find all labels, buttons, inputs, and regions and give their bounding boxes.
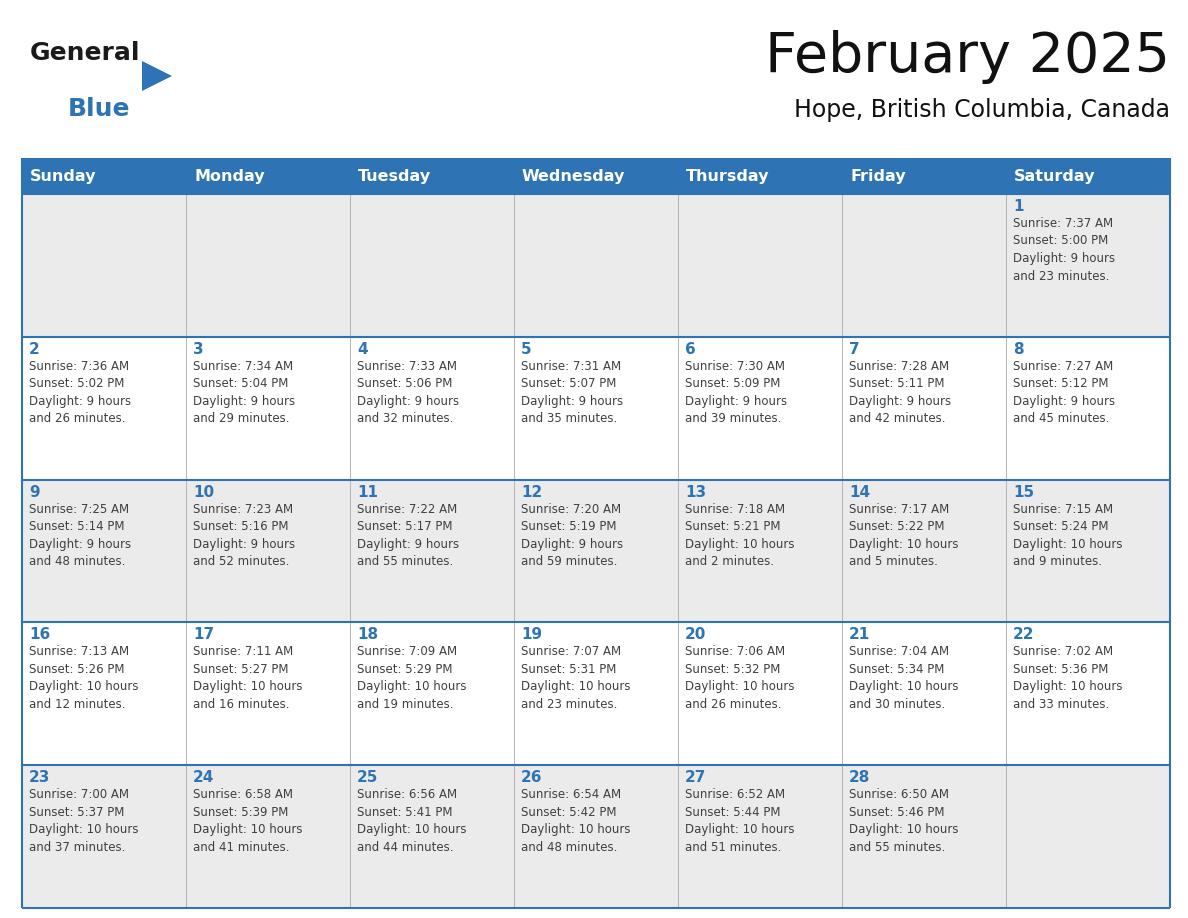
Text: Sunrise: 6:50 AM
Sunset: 5:46 PM
Daylight: 10 hours
and 55 minutes.: Sunrise: 6:50 AM Sunset: 5:46 PM Dayligh… (849, 789, 959, 854)
Text: 8: 8 (1013, 341, 1024, 357)
Text: Sunrise: 7:30 AM
Sunset: 5:09 PM
Daylight: 9 hours
and 39 minutes.: Sunrise: 7:30 AM Sunset: 5:09 PM Dayligh… (685, 360, 788, 425)
Text: Sunrise: 7:02 AM
Sunset: 5:36 PM
Daylight: 10 hours
and 33 minutes.: Sunrise: 7:02 AM Sunset: 5:36 PM Dayligh… (1013, 645, 1123, 711)
Text: Sunrise: 7:28 AM
Sunset: 5:11 PM
Daylight: 9 hours
and 42 minutes.: Sunrise: 7:28 AM Sunset: 5:11 PM Dayligh… (849, 360, 952, 425)
Text: 20: 20 (685, 627, 707, 643)
Text: 28: 28 (849, 770, 871, 785)
Text: Sunrise: 7:22 AM
Sunset: 5:17 PM
Daylight: 9 hours
and 55 minutes.: Sunrise: 7:22 AM Sunset: 5:17 PM Dayligh… (358, 502, 459, 568)
Text: Sunrise: 7:27 AM
Sunset: 5:12 PM
Daylight: 9 hours
and 45 minutes.: Sunrise: 7:27 AM Sunset: 5:12 PM Dayligh… (1013, 360, 1116, 425)
Text: Sunrise: 7:06 AM
Sunset: 5:32 PM
Daylight: 10 hours
and 26 minutes.: Sunrise: 7:06 AM Sunset: 5:32 PM Dayligh… (685, 645, 795, 711)
Text: 2: 2 (29, 341, 39, 357)
Text: Sunrise: 7:11 AM
Sunset: 5:27 PM
Daylight: 10 hours
and 16 minutes.: Sunrise: 7:11 AM Sunset: 5:27 PM Dayligh… (192, 645, 303, 711)
Text: 11: 11 (358, 485, 378, 499)
Text: 15: 15 (1013, 485, 1034, 499)
Text: 23: 23 (29, 770, 50, 785)
Text: 26: 26 (522, 770, 543, 785)
Text: 25: 25 (358, 770, 378, 785)
Text: 16: 16 (29, 627, 50, 643)
Text: 18: 18 (358, 627, 378, 643)
Text: Saturday: Saturday (1015, 169, 1095, 184)
Text: Thursday: Thursday (685, 169, 770, 184)
Text: Sunday: Sunday (30, 169, 96, 184)
Polygon shape (143, 61, 172, 91)
Text: 13: 13 (685, 485, 706, 499)
Text: Wednesday: Wednesday (522, 169, 625, 184)
Text: 12: 12 (522, 485, 542, 499)
Text: Sunrise: 7:33 AM
Sunset: 5:06 PM
Daylight: 9 hours
and 32 minutes.: Sunrise: 7:33 AM Sunset: 5:06 PM Dayligh… (358, 360, 459, 425)
Text: 1: 1 (1013, 199, 1024, 214)
Text: Sunrise: 6:52 AM
Sunset: 5:44 PM
Daylight: 10 hours
and 51 minutes.: Sunrise: 6:52 AM Sunset: 5:44 PM Dayligh… (685, 789, 795, 854)
Text: Sunrise: 6:54 AM
Sunset: 5:42 PM
Daylight: 10 hours
and 48 minutes.: Sunrise: 6:54 AM Sunset: 5:42 PM Dayligh… (522, 789, 631, 854)
Text: Sunrise: 6:58 AM
Sunset: 5:39 PM
Daylight: 10 hours
and 41 minutes.: Sunrise: 6:58 AM Sunset: 5:39 PM Dayligh… (192, 789, 303, 854)
Text: 14: 14 (849, 485, 870, 499)
Text: Sunrise: 7:37 AM
Sunset: 5:00 PM
Daylight: 9 hours
and 23 minutes.: Sunrise: 7:37 AM Sunset: 5:00 PM Dayligh… (1013, 217, 1116, 283)
Text: Blue: Blue (68, 97, 131, 121)
Text: Sunrise: 7:31 AM
Sunset: 5:07 PM
Daylight: 9 hours
and 35 minutes.: Sunrise: 7:31 AM Sunset: 5:07 PM Dayligh… (522, 360, 624, 425)
Text: Sunrise: 6:56 AM
Sunset: 5:41 PM
Daylight: 10 hours
and 44 minutes.: Sunrise: 6:56 AM Sunset: 5:41 PM Dayligh… (358, 789, 467, 854)
Text: 6: 6 (685, 341, 696, 357)
Text: Sunrise: 7:09 AM
Sunset: 5:29 PM
Daylight: 10 hours
and 19 minutes.: Sunrise: 7:09 AM Sunset: 5:29 PM Dayligh… (358, 645, 467, 711)
Text: Sunrise: 7:04 AM
Sunset: 5:34 PM
Daylight: 10 hours
and 30 minutes.: Sunrise: 7:04 AM Sunset: 5:34 PM Dayligh… (849, 645, 959, 711)
Text: 10: 10 (192, 485, 214, 499)
Text: Sunrise: 7:17 AM
Sunset: 5:22 PM
Daylight: 10 hours
and 5 minutes.: Sunrise: 7:17 AM Sunset: 5:22 PM Dayligh… (849, 502, 959, 568)
Text: Sunrise: 7:34 AM
Sunset: 5:04 PM
Daylight: 9 hours
and 29 minutes.: Sunrise: 7:34 AM Sunset: 5:04 PM Dayligh… (192, 360, 295, 425)
Text: 4: 4 (358, 341, 367, 357)
Text: Sunrise: 7:25 AM
Sunset: 5:14 PM
Daylight: 9 hours
and 48 minutes.: Sunrise: 7:25 AM Sunset: 5:14 PM Dayligh… (29, 502, 131, 568)
Text: February 2025: February 2025 (765, 30, 1170, 84)
Text: 7: 7 (849, 341, 860, 357)
Text: Tuesday: Tuesday (358, 169, 431, 184)
Text: Monday: Monday (194, 169, 265, 184)
Text: 5: 5 (522, 341, 531, 357)
Text: Hope, British Columbia, Canada: Hope, British Columbia, Canada (794, 98, 1170, 122)
Text: 21: 21 (849, 627, 871, 643)
Text: Sunrise: 7:00 AM
Sunset: 5:37 PM
Daylight: 10 hours
and 37 minutes.: Sunrise: 7:00 AM Sunset: 5:37 PM Dayligh… (29, 789, 139, 854)
Text: 9: 9 (29, 485, 39, 499)
Bar (23, 158, 1170, 194)
Text: 3: 3 (192, 341, 203, 357)
Bar (23, 479, 1170, 622)
Text: 22: 22 (1013, 627, 1035, 643)
Text: Sunrise: 7:36 AM
Sunset: 5:02 PM
Daylight: 9 hours
and 26 minutes.: Sunrise: 7:36 AM Sunset: 5:02 PM Dayligh… (29, 360, 131, 425)
Bar (23, 337, 1170, 479)
Text: Sunrise: 7:23 AM
Sunset: 5:16 PM
Daylight: 9 hours
and 52 minutes.: Sunrise: 7:23 AM Sunset: 5:16 PM Dayligh… (192, 502, 295, 568)
Text: General: General (30, 41, 140, 65)
Text: Sunrise: 7:07 AM
Sunset: 5:31 PM
Daylight: 10 hours
and 23 minutes.: Sunrise: 7:07 AM Sunset: 5:31 PM Dayligh… (522, 645, 631, 711)
Text: Sunrise: 7:13 AM
Sunset: 5:26 PM
Daylight: 10 hours
and 12 minutes.: Sunrise: 7:13 AM Sunset: 5:26 PM Dayligh… (29, 645, 139, 711)
Bar (23, 194, 1170, 337)
Text: Sunrise: 7:15 AM
Sunset: 5:24 PM
Daylight: 10 hours
and 9 minutes.: Sunrise: 7:15 AM Sunset: 5:24 PM Dayligh… (1013, 502, 1123, 568)
Text: 17: 17 (192, 627, 214, 643)
Text: 19: 19 (522, 627, 542, 643)
Bar (23, 766, 1170, 908)
Text: Sunrise: 7:20 AM
Sunset: 5:19 PM
Daylight: 9 hours
and 59 minutes.: Sunrise: 7:20 AM Sunset: 5:19 PM Dayligh… (522, 502, 624, 568)
Text: 24: 24 (192, 770, 214, 785)
Text: Friday: Friday (849, 169, 905, 184)
Bar (23, 622, 1170, 766)
Text: Sunrise: 7:18 AM
Sunset: 5:21 PM
Daylight: 10 hours
and 2 minutes.: Sunrise: 7:18 AM Sunset: 5:21 PM Dayligh… (685, 502, 795, 568)
Text: 27: 27 (685, 770, 707, 785)
